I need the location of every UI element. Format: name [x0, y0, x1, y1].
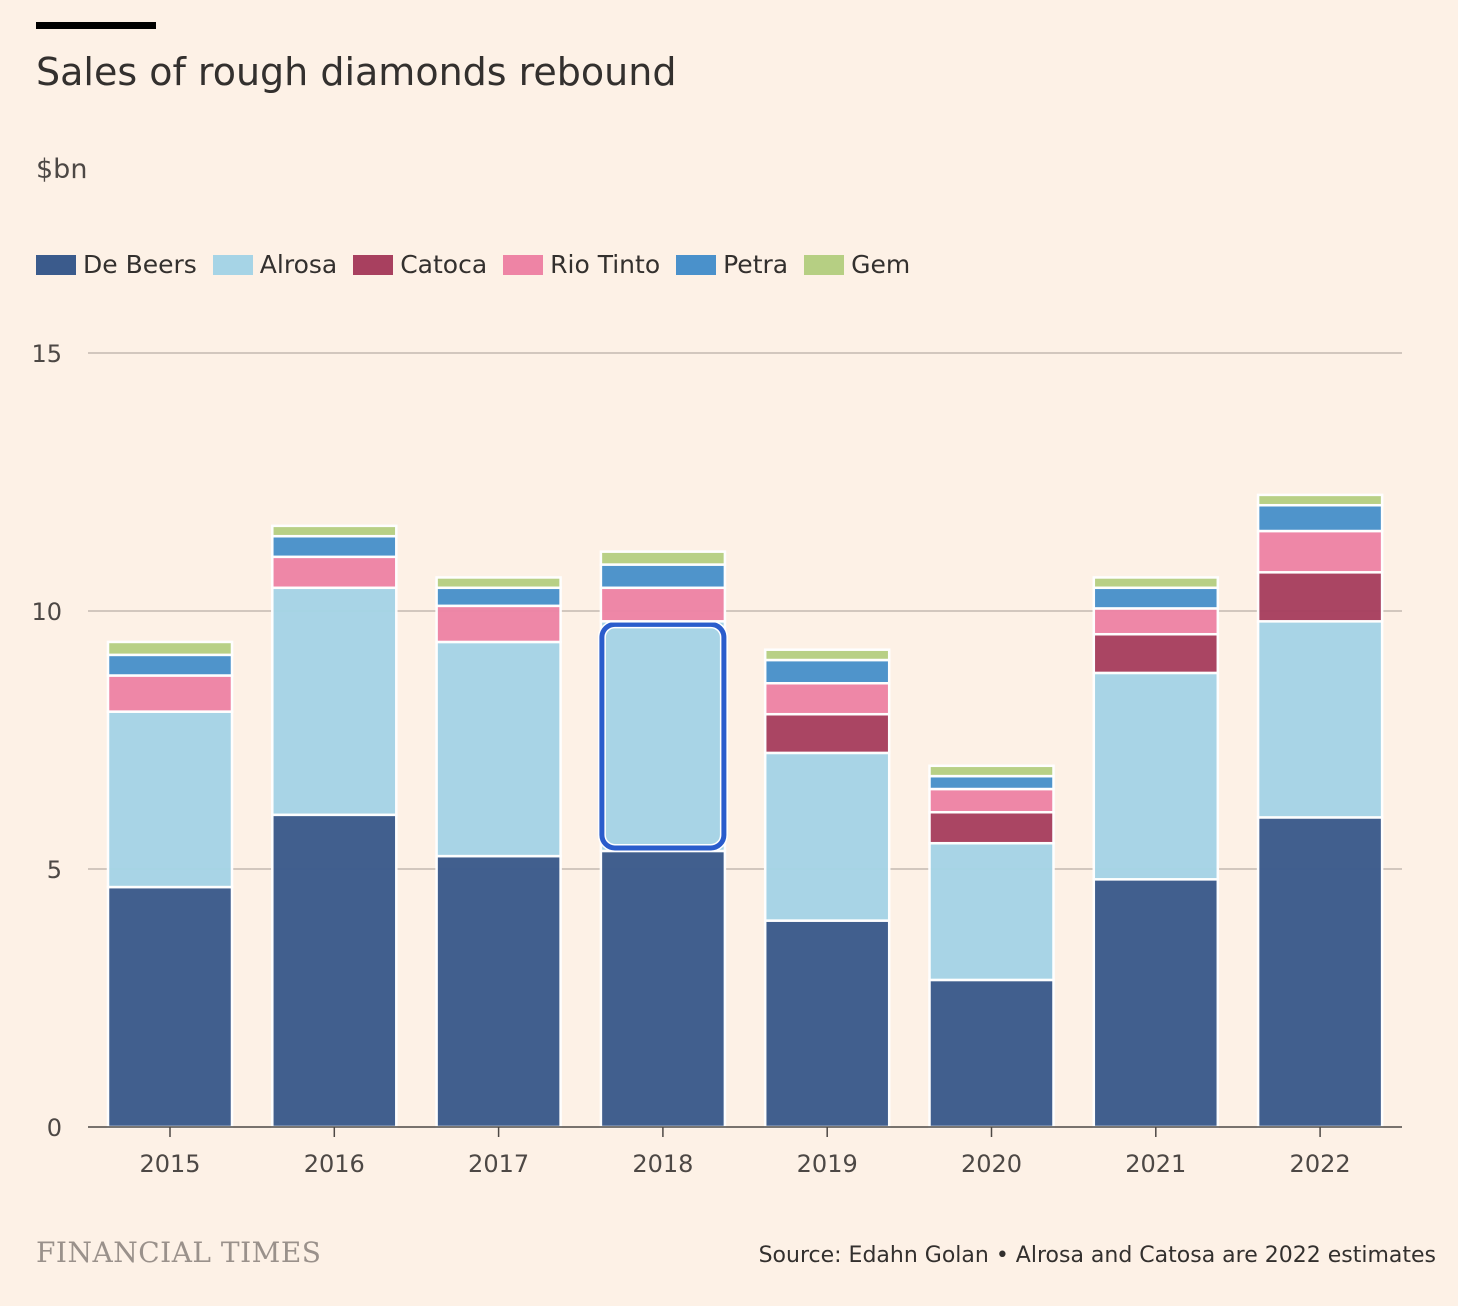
bar-de-beers-2020[interactable]	[928, 978, 1055, 1129]
brand-logo: FINANCIAL TIMES	[36, 1236, 322, 1269]
bar-alrosa-2015[interactable]	[106, 710, 234, 889]
y-tick-label: 5	[47, 856, 62, 884]
bar-rio-tinto-2017[interactable]	[435, 604, 562, 644]
x-tick-label-2022: 2022	[1290, 1150, 1351, 1178]
bar-petra-2019[interactable]	[763, 658, 891, 685]
bar-de-beers-2021[interactable]	[1092, 878, 1220, 1129]
bar-catoca-2020[interactable]	[928, 810, 1055, 845]
top-rule	[36, 22, 156, 29]
bar-gem-2021[interactable]	[1092, 576, 1220, 590]
bar-gem-2015[interactable]	[106, 640, 234, 657]
legend-item-gem: Gem	[804, 250, 910, 279]
legend-swatch-rio-tinto	[503, 254, 544, 275]
legend-label-alrosa: Alrosa	[259, 250, 338, 279]
bar-rio-tinto-2016[interactable]	[271, 555, 398, 590]
x-tick-label-2021: 2021	[1125, 1150, 1186, 1178]
legend-swatch-petra	[676, 254, 717, 275]
highlight-outline	[599, 621, 727, 851]
x-tick-label-2020: 2020	[961, 1150, 1022, 1178]
x-tick-label-2019: 2019	[797, 1150, 858, 1178]
legend-swatch-gem	[804, 254, 845, 275]
legend: De Beers Alrosa Catoca Rio Tinto Petra Gem	[36, 250, 926, 279]
bar-de-beers-2022[interactable]	[1256, 816, 1384, 1129]
bar-rio-tinto-2022[interactable]	[1256, 529, 1384, 574]
bar-catoca-2022[interactable]	[1256, 571, 1384, 623]
x-tick-label-2017: 2017	[468, 1150, 529, 1178]
bar-petra-2018[interactable]	[599, 563, 727, 590]
bar-catoca-2021[interactable]	[1092, 632, 1220, 675]
bar-gem-2018[interactable]	[599, 550, 727, 566]
bar-petra-2020[interactable]	[928, 774, 1055, 791]
legend-label-gem: Gem	[851, 250, 911, 279]
bar-alrosa-2022[interactable]	[1256, 620, 1384, 819]
bar-alrosa-2021[interactable]	[1092, 671, 1220, 881]
bar-gem-2017[interactable]	[435, 576, 562, 590]
bar-alrosa-2016[interactable]	[271, 586, 398, 817]
bar-gem-2019[interactable]	[763, 648, 891, 662]
bar-rio-tinto-2020[interactable]	[928, 787, 1055, 814]
bar-de-beers-2019[interactable]	[763, 919, 891, 1129]
legend-label-petra: Petra	[723, 250, 789, 279]
legend-item-alrosa: Alrosa	[212, 250, 338, 279]
bar-de-beers-2017[interactable]	[435, 854, 562, 1129]
x-tick-label-2018: 2018	[632, 1150, 693, 1178]
bar-alrosa-2020[interactable]	[928, 841, 1055, 982]
chart-title: Sales of rough diamonds rebound	[36, 50, 677, 94]
bar-de-beers-2015[interactable]	[106, 885, 234, 1129]
legend-label-rio-tinto: Rio Tinto	[550, 250, 661, 279]
y-tick-label: 0	[47, 1114, 62, 1142]
legend-item-petra: Petra	[676, 250, 788, 279]
bar-gem-2020[interactable]	[928, 764, 1055, 778]
bar-petra-2021[interactable]	[1092, 586, 1220, 610]
legend-swatch-alrosa	[212, 254, 253, 275]
chart: 0 5 10 15 2015 2016 2017 2018 2019 2020 2021 2022	[31, 340, 1402, 1178]
x-tick-label-2015: 2015	[139, 1150, 200, 1178]
bar-alrosa-2018[interactable]	[599, 620, 727, 853]
bar-catoca-2019[interactable]	[763, 712, 891, 755]
bar-gem-2022[interactable]	[1256, 493, 1384, 507]
bar-petra-2022[interactable]	[1256, 503, 1384, 533]
bar-rio-tinto-2021[interactable]	[1092, 607, 1220, 636]
legend-label-de-beers: De Beers	[83, 250, 197, 279]
legend-label-catoca: Catoca	[400, 250, 488, 279]
legend-item-de-beers: De Beers	[36, 250, 197, 279]
bar-alrosa-2019[interactable]	[763, 751, 891, 922]
x-tick-label-2016: 2016	[304, 1150, 365, 1178]
bar-petra-2017[interactable]	[435, 586, 562, 608]
legend-swatch-de-beers	[36, 254, 76, 275]
y-tick-label: 15	[31, 340, 62, 368]
bar-rio-tinto-2015[interactable]	[106, 674, 234, 713]
source-note: Source: Edahn Golan • Alrosa and Catosa …	[758, 1243, 1436, 1268]
bar-gem-2016[interactable]	[271, 524, 398, 538]
legend-item-catoca: Catoca	[353, 250, 487, 279]
bar-alrosa-2017[interactable]	[435, 640, 562, 858]
bar-de-beers-2016[interactable]	[271, 813, 398, 1129]
legend-item-rio-tinto: Rio Tinto	[503, 250, 660, 279]
bar-petra-2016[interactable]	[271, 534, 398, 559]
y-tick-label: 10	[31, 598, 62, 626]
bar-rio-tinto-2019[interactable]	[763, 681, 891, 716]
bar-petra-2015[interactable]	[106, 653, 234, 677]
bar-rio-tinto-2018[interactable]	[599, 586, 727, 623]
legend-swatch-catoca	[353, 254, 394, 275]
unit-label: $bn	[36, 154, 88, 185]
bar-de-beers-2018[interactable]	[599, 849, 727, 1129]
